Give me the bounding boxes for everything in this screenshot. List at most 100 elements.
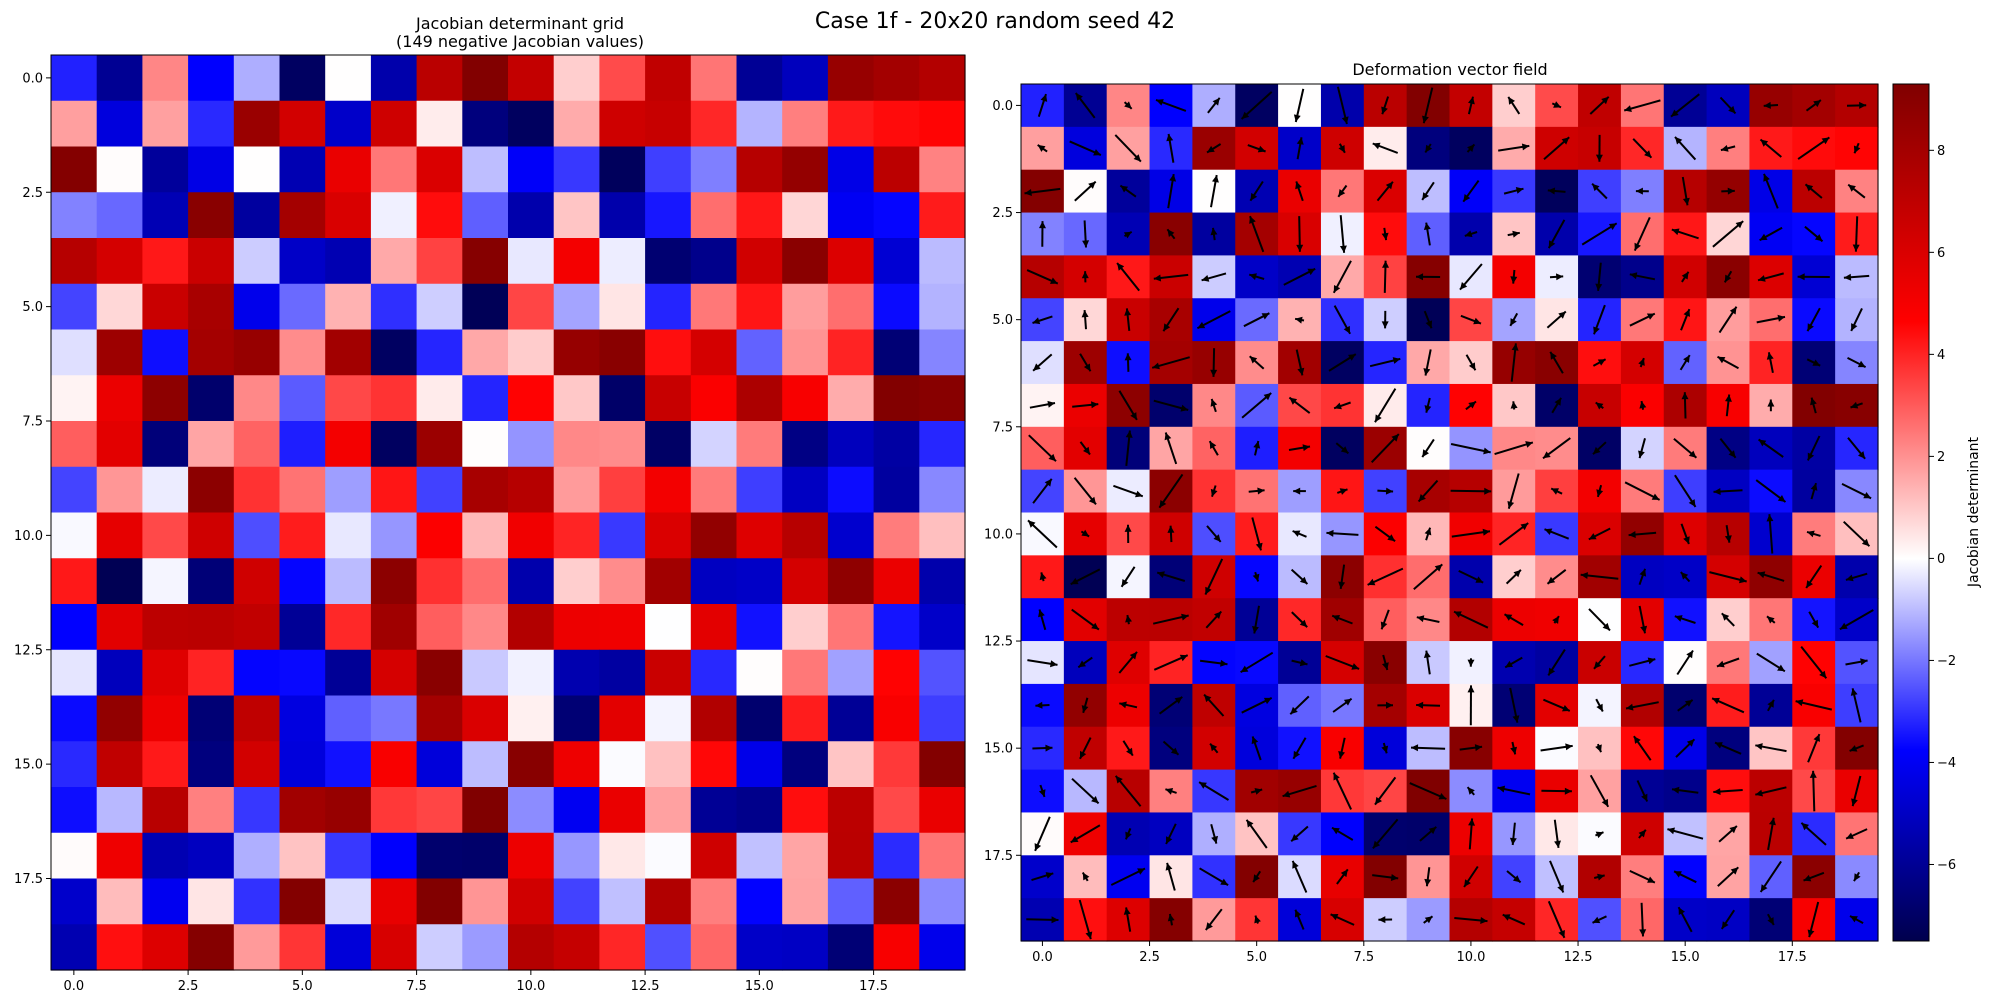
quiver-arrow [1625,701,1659,711]
right-ytick-label: 10.0 [984,527,1013,542]
left-cell [188,421,235,468]
quiver-arrow [1038,609,1047,631]
left-cell [645,192,692,239]
left-cell [233,878,281,925]
left-ytick-label: 7.5 [22,415,43,430]
quiver-arrow [1210,823,1218,844]
quiver-arrow [1077,656,1093,669]
quiver-arrow [1326,529,1359,537]
left-cell [279,421,326,468]
left-cell [233,512,281,559]
left-panel: Jacobian determinant grid (149 negative … [14,14,966,994]
left-cell [279,649,326,697]
left-cell [919,146,966,193]
left-cell [325,192,372,239]
left-cell [599,466,646,514]
quiver-arrow [1167,173,1177,209]
quiver-arrow [1723,270,1733,283]
left-cell [827,192,875,239]
quiver-arrow [1592,358,1607,367]
left-xtick-label: 5.0 [292,979,313,994]
left-cell [325,421,372,468]
left-cell [690,375,738,422]
left-cell [873,283,920,331]
quiver-arrow [1288,396,1311,414]
left-cell [690,192,738,239]
left-cell [873,238,920,285]
quiver-arrow [1540,743,1573,752]
quiver-arrow [1589,774,1610,808]
quiver-arrow [1210,227,1218,241]
left-cell [188,695,235,742]
left-cell [782,375,829,422]
quiver-arrow [1378,916,1393,924]
quiver-arrow [1542,437,1571,460]
left-cell [233,558,281,605]
quiver-arrow [1035,701,1050,709]
quiver-arrow [1638,438,1646,459]
left-cell [370,649,418,697]
quiver-arrow [1071,777,1100,805]
quiver-arrow [1338,564,1346,590]
quiver-arrow [1293,88,1305,123]
quiver-arrow [1679,354,1691,371]
left-cell [645,375,692,422]
quiver-arrow [1546,310,1567,329]
quiver-arrow [1032,478,1053,504]
quiver-arrow [1204,558,1224,596]
left-cell [553,375,600,422]
quiver-arrow [1504,656,1523,669]
quiver-arrow [1116,262,1140,292]
quiver-arrow [1629,272,1656,281]
left-cell [873,787,920,834]
quiver-arrow [1199,659,1228,667]
left-cell [736,466,783,514]
quiver-arrow [1421,438,1435,458]
left-cell [736,558,783,605]
left-cell [279,512,326,559]
figure-suptitle: Case 1f - 20x20 random seed 42 [815,9,1175,34]
left-cell [51,100,98,148]
quiver-arrow [1336,488,1348,495]
quiver-arrow [1245,819,1268,849]
left-cell [96,787,143,834]
quiver-arrow [1409,782,1447,800]
quiver-arrow [1850,307,1863,332]
left-cell [142,787,189,834]
quiver-arrow [1510,269,1518,284]
quiver-arrow [1372,874,1399,881]
left-cell [736,787,783,834]
left-cell [370,787,418,834]
left-cell [736,55,783,102]
quiver-arrow [1209,742,1219,754]
left-cell [325,695,372,742]
quiver-arrow [1381,96,1390,115]
quiver-arrow [1673,870,1697,884]
quiver-arrow [1081,871,1090,882]
left-cell [96,512,143,559]
quiver-arrow [1846,101,1867,109]
left-cell [599,192,646,239]
left-cell [690,55,738,102]
quiver-arrow [1370,433,1400,463]
quiver-arrow [1124,308,1132,332]
quiver-arrow [1510,401,1518,410]
left-cell [96,329,143,376]
left-cell [325,283,372,331]
left-cell [279,695,326,742]
quiver-arrow [1120,566,1136,588]
quiver-arrow [1078,899,1093,940]
quiver-arrow [1330,913,1355,926]
left-cell [919,55,966,102]
colorbar-ticks: 8 6 4 2 0 −2 −4 −6 [1929,144,1956,873]
left-cell [919,512,966,559]
left-cell [462,604,509,651]
left-cell [416,604,463,651]
left-cell [188,238,235,285]
left-cell [873,100,920,148]
left-cell [736,192,783,239]
quiver-arrow [1038,784,1046,798]
quiver-arrow [1376,181,1394,202]
left-cell [873,832,920,880]
left-cell [416,192,463,239]
